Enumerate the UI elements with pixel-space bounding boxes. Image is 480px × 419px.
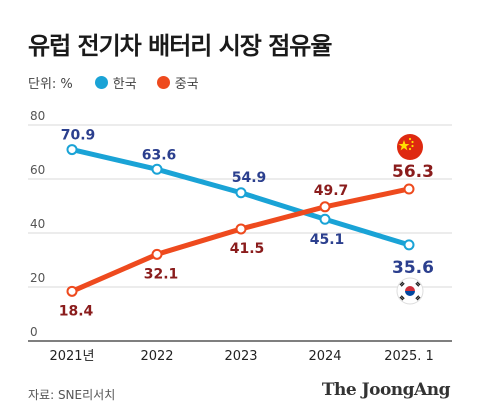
data-labels: 70.9 63.6 54.9 45.1 35.6 18.4 32.1 41.5 49.7 56.3: [59, 128, 434, 320]
x-tick-label: 2023: [224, 349, 257, 364]
china-flag-icon: [397, 134, 423, 160]
legend-dot-korea: [94, 76, 108, 89]
data-point: [403, 183, 415, 195]
y-tick-label: 40: [30, 217, 45, 231]
data-point: [66, 285, 78, 297]
y-tick-label: 60: [30, 163, 45, 177]
data-label: 54.9: [232, 170, 267, 186]
data-label: 70.9: [61, 128, 96, 144]
chart-title: 유럽 전기차 배터리 시장 점유율: [28, 32, 332, 60]
legend-dot-china: [156, 76, 170, 89]
data-point: [235, 223, 247, 235]
y-tick-label: 20: [30, 271, 45, 285]
data-point: [403, 239, 415, 251]
unit-label: 단위: %: [28, 77, 73, 92]
data-label: 41.5: [230, 241, 265, 257]
y-tick-label: 80: [30, 109, 45, 123]
data-label: 18.4: [59, 303, 94, 319]
legend-label-china: 중국: [174, 77, 199, 92]
data-label: 56.3: [392, 162, 434, 182]
data-point: [66, 144, 78, 156]
data-point: [151, 248, 163, 260]
korea-flag-icon: [396, 277, 424, 305]
data-label: 32.1: [144, 266, 179, 282]
series-points: [66, 144, 415, 297]
source-note: 자료: SNE리서치: [28, 388, 116, 402]
brand-logo: The JoongAng: [321, 380, 451, 400]
x-tick-label: 2022: [140, 349, 173, 364]
legend-item-china: 중국: [156, 73, 199, 92]
x-tick-label: 2021년: [49, 349, 94, 364]
data-point: [319, 201, 331, 213]
legend-label-korea: 한국: [112, 77, 137, 92]
x-tick-labels: 2021년 2022 2023 2024 2025. 1: [49, 349, 433, 364]
data-label: 45.1: [310, 232, 345, 248]
data-point: [235, 187, 247, 199]
data-label: 63.6: [142, 147, 177, 163]
legend-item-korea: 한국: [94, 73, 137, 92]
data-point: [151, 163, 163, 175]
legend: 단위: % 한국 중국: [28, 73, 219, 92]
data-label: 35.6: [392, 258, 434, 278]
data-point: [319, 213, 331, 225]
x-tick-label: 2025. 1: [384, 349, 434, 364]
x-tick-label: 2024: [308, 349, 341, 364]
y-tick-label: 0: [30, 325, 38, 339]
data-label: 49.7: [314, 183, 349, 199]
y-tick-labels: 0 20 40 60 80: [30, 109, 45, 339]
